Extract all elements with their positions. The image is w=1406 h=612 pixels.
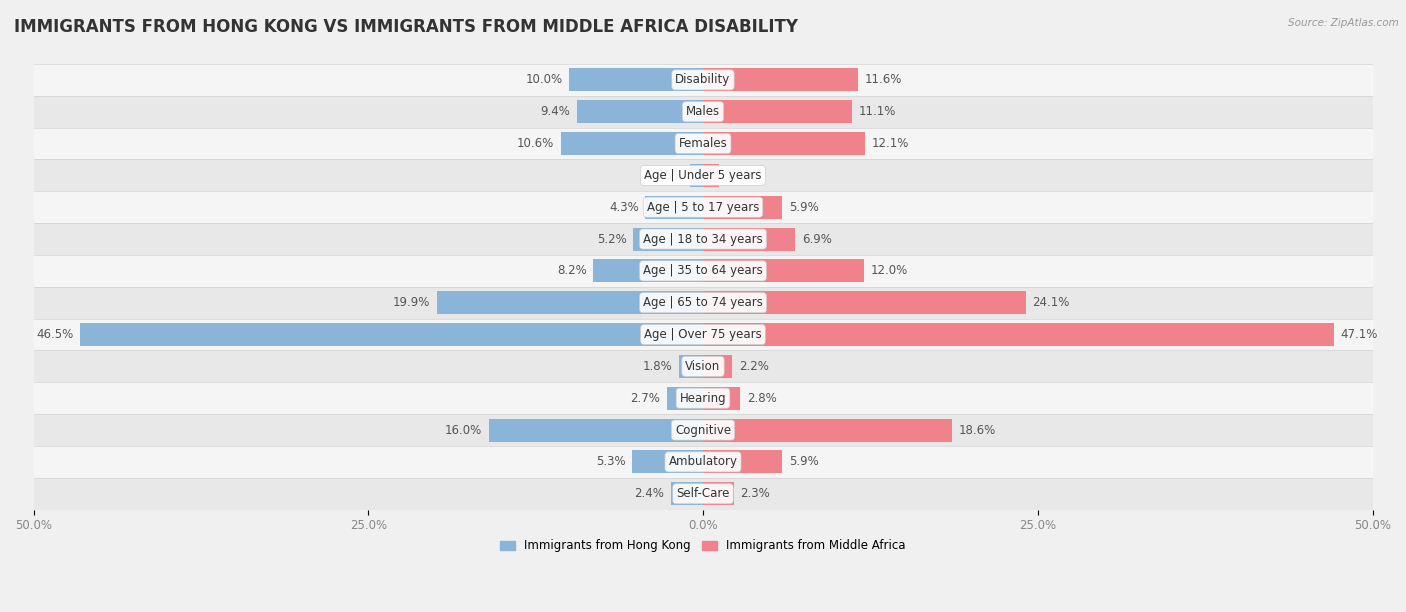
Bar	[703, 164, 718, 187]
Bar	[703, 69, 858, 91]
Legend: Immigrants from Hong Kong, Immigrants from Middle Africa: Immigrants from Hong Kong, Immigrants fr…	[496, 535, 910, 557]
Bar	[34, 319, 1372, 351]
Text: 12.0%: 12.0%	[870, 264, 908, 277]
Text: Ambulatory: Ambulatory	[668, 455, 738, 468]
Text: Hearing: Hearing	[679, 392, 727, 405]
Text: Age | Over 75 years: Age | Over 75 years	[644, 328, 762, 341]
Text: Disability: Disability	[675, 73, 731, 86]
Bar	[703, 259, 863, 282]
Text: Self-Care: Self-Care	[676, 487, 730, 500]
Text: 8.2%: 8.2%	[557, 264, 586, 277]
Bar	[633, 450, 703, 473]
Bar	[703, 387, 741, 409]
Bar	[576, 100, 703, 123]
Bar	[34, 255, 1372, 287]
Text: 6.9%: 6.9%	[801, 233, 832, 245]
Text: 5.2%: 5.2%	[598, 233, 627, 245]
Text: 10.0%: 10.0%	[526, 73, 562, 86]
Bar	[561, 132, 703, 155]
Bar	[645, 196, 703, 218]
Bar	[690, 164, 703, 187]
Bar	[34, 446, 1372, 478]
Bar	[34, 223, 1372, 255]
Bar	[436, 291, 703, 314]
Text: Vision: Vision	[685, 360, 721, 373]
Text: 1.8%: 1.8%	[643, 360, 672, 373]
Text: 5.9%: 5.9%	[789, 201, 818, 214]
Bar	[703, 419, 952, 441]
Bar	[703, 196, 782, 218]
Text: 1.2%: 1.2%	[725, 169, 755, 182]
Text: 0.95%: 0.95%	[647, 169, 683, 182]
Text: 2.8%: 2.8%	[747, 392, 778, 405]
Bar	[34, 96, 1372, 128]
Bar	[489, 419, 703, 441]
Text: Cognitive: Cognitive	[675, 424, 731, 436]
Bar	[34, 160, 1372, 192]
Bar	[666, 387, 703, 409]
Bar	[34, 64, 1372, 96]
Text: Females: Females	[679, 137, 727, 150]
Text: Age | 18 to 34 years: Age | 18 to 34 years	[643, 233, 763, 245]
Text: 19.9%: 19.9%	[392, 296, 430, 309]
Text: Males: Males	[686, 105, 720, 118]
Bar	[671, 482, 703, 505]
Bar	[569, 69, 703, 91]
Text: 2.4%: 2.4%	[634, 487, 664, 500]
Text: 2.2%: 2.2%	[740, 360, 769, 373]
Bar	[34, 382, 1372, 414]
Bar	[703, 355, 733, 378]
Text: 4.3%: 4.3%	[609, 201, 638, 214]
Text: 10.6%: 10.6%	[517, 137, 554, 150]
Bar	[34, 287, 1372, 319]
Text: 47.1%: 47.1%	[1340, 328, 1378, 341]
Text: 5.9%: 5.9%	[789, 455, 818, 468]
Bar	[593, 259, 703, 282]
Text: Age | 65 to 74 years: Age | 65 to 74 years	[643, 296, 763, 309]
Bar	[80, 323, 703, 346]
Text: Age | 5 to 17 years: Age | 5 to 17 years	[647, 201, 759, 214]
Text: 16.0%: 16.0%	[444, 424, 482, 436]
Bar	[34, 128, 1372, 160]
Text: 11.6%: 11.6%	[865, 73, 903, 86]
Text: 9.4%: 9.4%	[540, 105, 571, 118]
Bar	[703, 291, 1026, 314]
Bar	[34, 192, 1372, 223]
Bar	[679, 355, 703, 378]
Bar	[703, 132, 865, 155]
Bar	[703, 228, 796, 250]
Bar	[34, 478, 1372, 510]
Text: IMMIGRANTS FROM HONG KONG VS IMMIGRANTS FROM MIDDLE AFRICA DISABILITY: IMMIGRANTS FROM HONG KONG VS IMMIGRANTS …	[14, 18, 799, 36]
Bar	[703, 450, 782, 473]
Text: 5.3%: 5.3%	[596, 455, 626, 468]
Bar	[633, 228, 703, 250]
Text: 24.1%: 24.1%	[1032, 296, 1070, 309]
Text: Age | Under 5 years: Age | Under 5 years	[644, 169, 762, 182]
Bar	[703, 323, 1334, 346]
Text: Source: ZipAtlas.com: Source: ZipAtlas.com	[1288, 18, 1399, 28]
Bar	[34, 351, 1372, 382]
Text: Age | 35 to 64 years: Age | 35 to 64 years	[643, 264, 763, 277]
Text: 2.3%: 2.3%	[741, 487, 770, 500]
Bar	[703, 100, 852, 123]
Text: 11.1%: 11.1%	[858, 105, 896, 118]
Text: 46.5%: 46.5%	[37, 328, 73, 341]
Text: 18.6%: 18.6%	[959, 424, 995, 436]
Bar	[703, 482, 734, 505]
Text: 2.7%: 2.7%	[630, 392, 661, 405]
Text: 12.1%: 12.1%	[872, 137, 910, 150]
Bar	[34, 414, 1372, 446]
